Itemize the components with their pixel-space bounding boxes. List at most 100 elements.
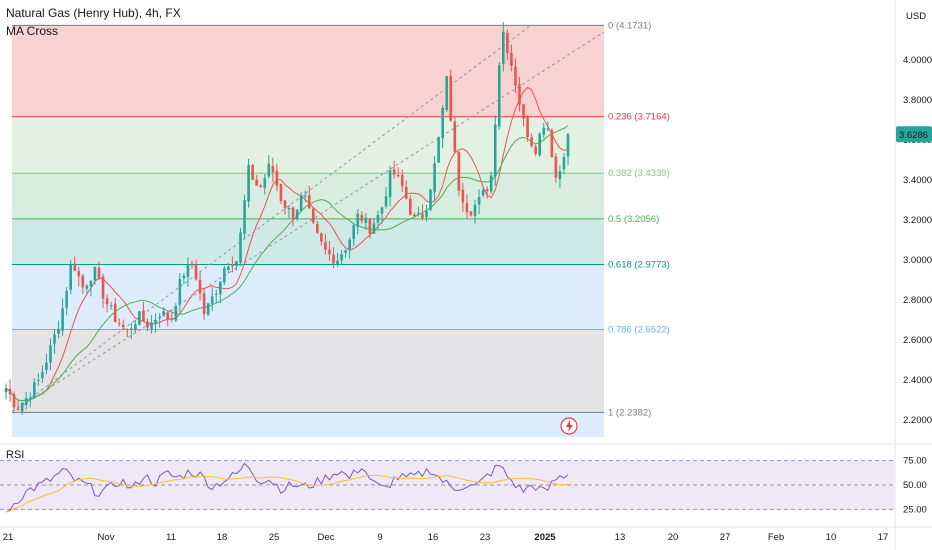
candle-body [69, 265, 72, 290]
candle-body [332, 254, 335, 264]
candle-body [409, 198, 412, 215]
candle-body [154, 319, 157, 324]
time-tick-label: Nov [98, 532, 115, 543]
chart-title: Natural Gas (Henry Hub), 4h, FX [6, 6, 181, 20]
time-tick-label: Feb [768, 532, 784, 543]
candle-body [12, 394, 16, 408]
candle-body [465, 203, 469, 213]
candle-body [336, 260, 339, 265]
candle-body [364, 217, 368, 223]
lightning-icon-glyph [566, 420, 573, 432]
candle-body [376, 214, 380, 223]
candle-body [190, 263, 194, 266]
candle-body [328, 249, 331, 255]
candle-body [344, 250, 347, 253]
fib-label: 1 (2.2382) [608, 407, 651, 418]
candle-body [493, 124, 497, 177]
candle-body [372, 223, 376, 234]
candle-body [125, 328, 129, 330]
candle-body [295, 209, 299, 219]
price-axis[interactable]: USD4.00003.80003.60003.40003.20003.00002… [894, 0, 932, 550]
time-tick-label: 10 [826, 532, 837, 543]
price-tick-label: 3.2000 [903, 215, 932, 226]
candle-body [546, 128, 550, 130]
candle-body [53, 334, 56, 344]
indicator-label[interactable]: MA Cross [6, 24, 59, 38]
fib-label: 0.382 (3.4339) [608, 168, 670, 179]
candle-body [481, 189, 485, 196]
candle-body [162, 311, 165, 316]
price-tick-label: 2.4000 [903, 375, 932, 386]
time-tick-label: 13 [615, 532, 626, 543]
price-tick-label: 3.0000 [903, 255, 932, 266]
candle-body [550, 130, 554, 157]
candlesticks [4, 21, 570, 415]
candle-body [453, 121, 457, 152]
candle-body [473, 204, 477, 217]
fib-zone [12, 116, 604, 174]
candle-body [287, 208, 291, 210]
price-tick-label: 2.8000 [903, 295, 932, 306]
candle-body [566, 134, 570, 157]
fib-label: 0.786 (2.6522) [608, 325, 670, 336]
candle-body [502, 31, 505, 64]
candle-body [526, 116, 529, 137]
time-tick-label: 20 [668, 532, 679, 543]
candle-body [514, 66, 517, 86]
candle-body [360, 215, 364, 221]
candle-body [231, 264, 234, 267]
candle-body [449, 75, 453, 121]
candle-body [113, 303, 117, 322]
rsi-label[interactable]: RSI [6, 449, 25, 461]
candle-body [142, 310, 145, 322]
candle-body [121, 324, 125, 328]
candle-body [65, 290, 68, 308]
candle-body [146, 321, 149, 328]
price-tick-label: 2.6000 [903, 335, 932, 346]
candle-body [263, 178, 267, 188]
fib-zone [12, 264, 604, 330]
candle-body [210, 296, 214, 304]
time-tick-label: 18 [217, 532, 228, 543]
candle-body [223, 268, 226, 283]
candle-body [150, 322, 153, 329]
candle-body [24, 397, 28, 405]
candle-body [392, 169, 396, 175]
candle-body [311, 208, 315, 223]
candle-body [20, 403, 24, 412]
candle-body [117, 323, 121, 325]
fib-label: 0 (4.1731) [608, 20, 651, 31]
candle-body [380, 207, 384, 214]
candle-body [404, 186, 408, 199]
time-tick-label: 27 [720, 532, 731, 543]
candle-body [85, 285, 89, 289]
candle-body [510, 52, 513, 66]
candle-body [534, 146, 537, 154]
candle-body [105, 298, 109, 305]
price-tick-label: 2.2000 [903, 415, 932, 426]
candle-body [554, 156, 558, 178]
candle-body [61, 308, 64, 331]
candle-body [384, 196, 388, 207]
candle-body [425, 211, 428, 218]
candle-body [206, 303, 210, 315]
candle-body [259, 185, 263, 188]
time-tick-label: Dec [318, 532, 335, 543]
last-price-label: 3.6286 [899, 130, 928, 141]
fib-label: 0.5 (3.2056) [608, 214, 659, 225]
candle-body [138, 311, 141, 325]
candle-body [518, 84, 521, 105]
candle-body [348, 239, 351, 251]
candle-body [235, 261, 238, 267]
candle-body [429, 189, 432, 210]
candle-body [8, 388, 12, 395]
time-axis[interactable]: 21 Nov 11 18 25 Dec 9 16 23 2025 13 20 27 Feb 10 17 [0, 526, 932, 543]
moving-averages [5, 86, 569, 402]
fib-label: 0.618 (2.9773) [608, 260, 670, 271]
candle-body [16, 408, 20, 410]
candle-body [130, 328, 133, 330]
candle-body [267, 163, 271, 177]
fib-zone [12, 25, 604, 117]
candle-body [324, 242, 327, 251]
